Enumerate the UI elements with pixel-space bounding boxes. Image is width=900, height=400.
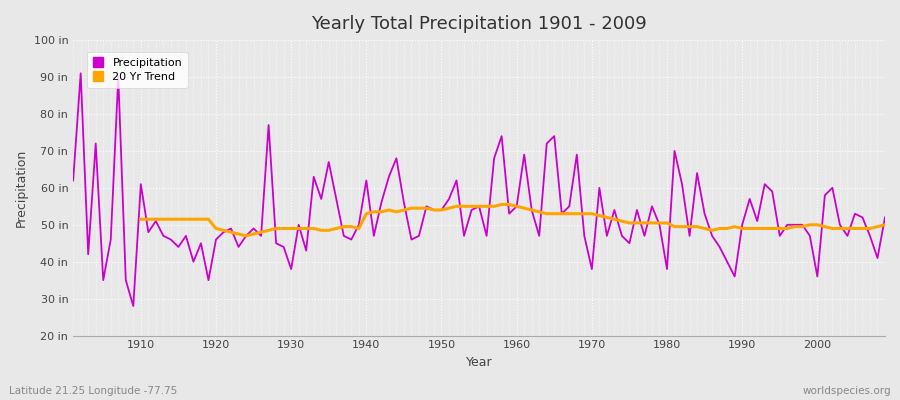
Text: Latitude 21.25 Longitude -77.75: Latitude 21.25 Longitude -77.75	[9, 386, 177, 396]
X-axis label: Year: Year	[466, 356, 492, 369]
Legend: Precipitation, 20 Yr Trend: Precipitation, 20 Yr Trend	[86, 52, 188, 88]
Text: worldspecies.org: worldspecies.org	[803, 386, 891, 396]
Y-axis label: Precipitation: Precipitation	[15, 149, 28, 227]
Title: Yearly Total Precipitation 1901 - 2009: Yearly Total Precipitation 1901 - 2009	[311, 15, 647, 33]
